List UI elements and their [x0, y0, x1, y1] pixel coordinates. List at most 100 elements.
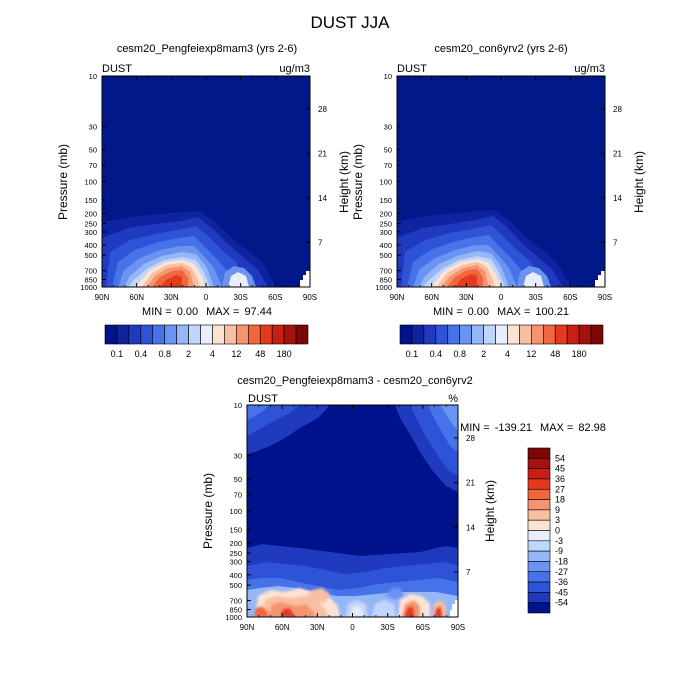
diff-height-axis-title: Height (km) — [483, 480, 497, 542]
diff-x-tick-label: 0 — [350, 623, 355, 632]
diff-min-value: -139.21 — [495, 422, 532, 434]
diff-warm-patch-6 — [305, 588, 330, 604]
left-x-tick-label: 0 — [204, 293, 209, 302]
left-colorbar-label: 12 — [231, 349, 241, 359]
left-colorbar-label: 180 — [277, 349, 292, 359]
right-x-tick-label: 30S — [529, 293, 543, 302]
right-colorbar-swatch — [531, 324, 544, 345]
right-variable-label: DUST — [397, 63, 427, 75]
left-height-tick-label: 28 — [318, 105, 327, 114]
right-colorbar-label: 0.8 — [453, 349, 466, 359]
diff-cool-patch-2 — [350, 606, 364, 617]
diff-y-tick-label: 70 — [234, 491, 242, 500]
left-colorbar-swatch — [128, 324, 142, 345]
left-x-tick-label: 90S — [303, 293, 317, 302]
right-height-tick-label: 28 — [613, 105, 622, 114]
diff-units-label: % — [448, 393, 458, 405]
right-colorbar: 0.1 0.4 0.8 2 4 12 48 180 — [399, 324, 604, 359]
left-colorbar-swatch — [176, 324, 189, 345]
left-variable-label: DUST — [102, 63, 132, 75]
left-max-label: MAX = — [206, 306, 239, 318]
diff-height-axis: 28 21 14 7 — [454, 434, 475, 577]
diff-warm-patch-5 — [280, 608, 294, 617]
left-colorbar-swatch — [283, 324, 297, 345]
left-x-tick-label: 60S — [268, 293, 282, 302]
left-colorbar-swatch — [152, 324, 166, 345]
diff-y-tick-label: 100 — [229, 507, 242, 516]
left-colorbar-swatch — [224, 324, 237, 345]
diff-colorbar-swatch — [527, 478, 551, 490]
diff-stats: MIN = -139.21 MAX = 82.98 — [460, 422, 606, 434]
right-colorbar-label: 4 — [505, 349, 510, 359]
diff-y-tick-label: 1000 — [225, 613, 242, 622]
left-min-value: 0.00 — [177, 306, 198, 318]
right-height-tick-label: 21 — [613, 149, 622, 158]
left-y-tick-label: 50 — [89, 146, 97, 155]
right-contour-12 — [455, 274, 477, 287]
right-y-tick-label: 150 — [379, 196, 392, 205]
diff-colorbar-label: -27 — [555, 567, 568, 577]
left-colorbar-swatch — [236, 324, 249, 345]
right-height-axis-title: Height (km) — [632, 151, 646, 213]
diff-x-axis: 90N 60N 30N 0 30S 60S 90S — [240, 405, 465, 632]
diff-colorbar-label: 54 — [555, 453, 565, 463]
left-y-tick-label: 70 — [89, 161, 97, 170]
right-colorbar-swatch — [459, 324, 472, 345]
right-min-value: 0.00 — [468, 306, 489, 318]
diff-colorbar-swatch — [527, 458, 551, 469]
left-colorbar-swatch — [188, 324, 201, 345]
right-colorbar-swatch — [423, 324, 437, 345]
diff-warm-patch-11 — [434, 606, 443, 617]
left-colorbar-swatch — [164, 324, 177, 345]
right-x-tick-label: 60S — [563, 293, 577, 302]
right-colorbar-swatch — [435, 324, 449, 345]
diff-cool-patch-4 — [385, 588, 404, 600]
diff-height-tick-label: 7 — [466, 568, 471, 577]
diff-colorbar-swatch — [527, 592, 551, 603]
right-colorbar-swatch — [447, 324, 461, 345]
left-colorbar-label: 2 — [186, 349, 191, 359]
right-colorbar-label: 0.4 — [430, 349, 443, 359]
right-secondary-blob-inner — [523, 272, 544, 287]
diff-height-tick-label: 21 — [466, 479, 475, 488]
right-colorbar-swatch — [566, 324, 580, 345]
diff-y-tick-label: 200 — [229, 539, 242, 548]
right-y-tick-label: 300 — [379, 228, 392, 237]
right-topography — [595, 271, 605, 287]
diff-colorbar-label: -36 — [555, 577, 568, 587]
diff-cool-patch-3 — [372, 600, 396, 617]
left-height-axis-title: Height (km) — [337, 151, 351, 213]
left-x-tick-label: 90N — [95, 293, 110, 302]
right-y-tick-label: 30 — [384, 122, 392, 131]
diff-colorbar-label: -18 — [555, 556, 568, 566]
left-colorbar-label: 0.8 — [158, 349, 171, 359]
left-y-tick-label: 250 — [84, 219, 97, 228]
right-x-tick-label: 90N — [390, 293, 405, 302]
diff-height-tick-label: 28 — [466, 434, 475, 443]
diff-colorbar-swatch — [527, 509, 551, 521]
right-height-tick-label: 14 — [613, 194, 622, 203]
left-y-tick-label: 500 — [84, 251, 97, 260]
left-x-tick-label: 30S — [234, 293, 248, 302]
diff-colorbar-swatch — [527, 530, 551, 542]
diff-variable-label: DUST — [248, 393, 278, 405]
left-y-tick-label: 400 — [84, 241, 97, 250]
diff-x-tick-label: 90N — [240, 623, 255, 632]
right-y-tick-label: 850 — [379, 276, 392, 285]
right-height-axis: 28 21 14 7 — [601, 105, 622, 247]
right-y-tick-label: 200 — [379, 209, 392, 218]
right-colorbar-label: 12 — [526, 349, 536, 359]
diff-x-tick-label: 90S — [451, 623, 465, 632]
diff-y-tick-label: 50 — [234, 475, 242, 484]
left-y-tick-label: 300 — [84, 228, 97, 237]
left-y-tick-label: 700 — [84, 267, 97, 276]
right-colorbar-label: 180 — [572, 349, 587, 359]
diff-colorbar-swatch — [527, 499, 551, 511]
right-max-value: 100.21 — [535, 306, 569, 318]
diff-colorbar-label: 0 — [555, 526, 560, 536]
diff-lower-detail — [254, 588, 446, 617]
left-max-value: 97.44 — [244, 306, 272, 318]
right-y-tick-label: 10 — [384, 72, 392, 81]
